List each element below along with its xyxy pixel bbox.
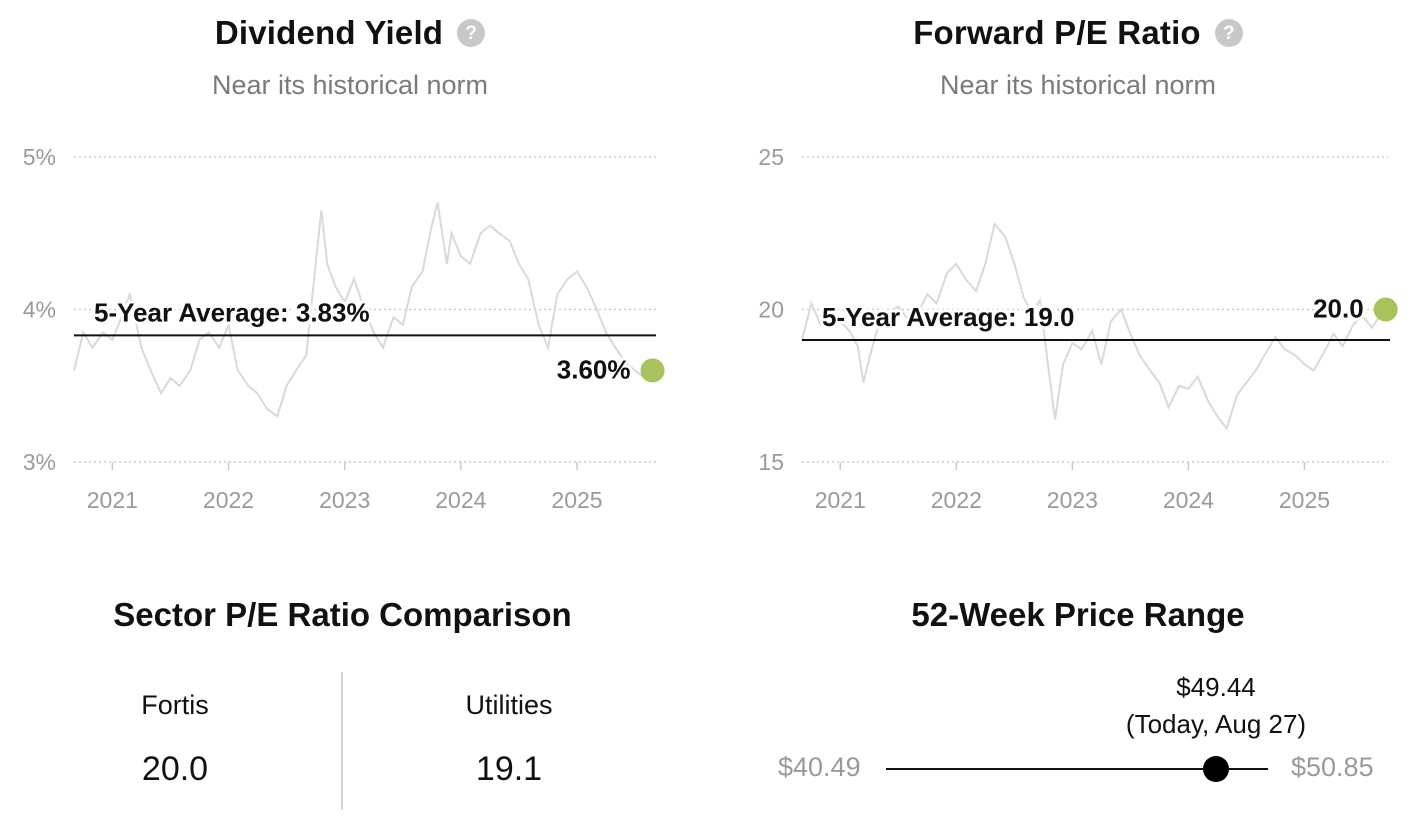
range-low-label: $40.49	[778, 752, 861, 782]
y-tick-label: 3%	[23, 449, 56, 475]
x-tick-label: 2025	[1279, 487, 1330, 513]
current-value-label: 3.60%	[557, 355, 631, 385]
x-tick-label: 2023	[319, 487, 370, 513]
y-tick-label: 5%	[23, 144, 56, 170]
x-tick-label: 2024	[1163, 487, 1214, 513]
dividend-yield-subtitle: Near its historical norm	[211, 70, 489, 100]
y-tick-label: 25	[758, 144, 784, 170]
x-tick-label: 2023	[1047, 487, 1098, 513]
sector-comparison-panel: Sector P/E Ratio Comparison Fortis 20.0 …	[0, 560, 700, 820]
x-tick-label: 2024	[435, 487, 486, 513]
x-tick-label: 2021	[815, 487, 866, 513]
question-circle-icon[interactable]: ?	[457, 19, 486, 47]
fortis-pe-value: 20.0	[141, 750, 209, 788]
fortis-label: Fortis	[141, 690, 209, 720]
price-range-panel: 52-Week Price Range $49.44 (Today, Aug 2…	[728, 560, 1418, 820]
x-tick-label: 2022	[931, 487, 982, 513]
current-price-marker	[1203, 756, 1229, 782]
current-price-note: (Today, Aug 27)	[1125, 709, 1307, 739]
average-label: 5-Year Average: 19.0	[822, 302, 1074, 332]
current-price: $49.44	[1176, 672, 1256, 702]
current-value-label: 20.0	[1313, 294, 1364, 324]
forward-pe-title-row: Forward P/E Ratio ?	[728, 14, 1418, 52]
average-label: 5-Year Average: 3.83%	[94, 297, 370, 327]
forward-pe-chart: 25 20 15 2021 2022 2023 2024 2025 5-Year Average…	[758, 144, 1398, 513]
current-price-label: $49.44 (Today, Aug 27)	[1086, 672, 1346, 740]
y-tick-label: 4%	[23, 297, 56, 323]
history-line	[73, 202, 654, 418]
forward-pe-panel: Forward P/E Ratio ? Near its historical …	[728, 14, 1418, 513]
range-track	[886, 768, 1268, 770]
comparison-divider	[341, 672, 343, 810]
dividend-yield-chart: 5% 4% 3% 2021 2022 2023 2024 2025 5-Year Average…	[23, 144, 665, 513]
y-tick-label: 20	[758, 297, 784, 323]
dividend-yield-title: Dividend Yield	[214, 14, 444, 51]
current-value-dot	[1373, 297, 1398, 322]
x-tick-label: 2025	[551, 487, 602, 513]
utilities-pe-value: 19.1	[475, 750, 543, 788]
x-tick-label: 2021	[87, 487, 138, 513]
question-circle-icon[interactable]: ?	[1214, 19, 1243, 47]
dividend-yield-panel: Dividend Yield ? Near its historical nor…	[0, 0, 700, 540]
x-tick-label: 2022	[203, 487, 254, 513]
utilities-label: Utilities	[465, 690, 553, 720]
dividend-yield-title-row: Dividend Yield ?	[0, 14, 700, 52]
sector-comparison-title: Sector P/E Ratio Comparison	[113, 596, 572, 633]
forward-pe-title: Forward P/E Ratio	[913, 14, 1201, 51]
forward-pe-subtitle: Near its historical norm	[939, 70, 1217, 100]
range-high-label: $50.85	[1291, 752, 1374, 782]
y-tick-label: 15	[758, 449, 784, 475]
price-range-title: 52-Week Price Range	[911, 596, 1245, 633]
current-value-dot	[640, 358, 665, 383]
